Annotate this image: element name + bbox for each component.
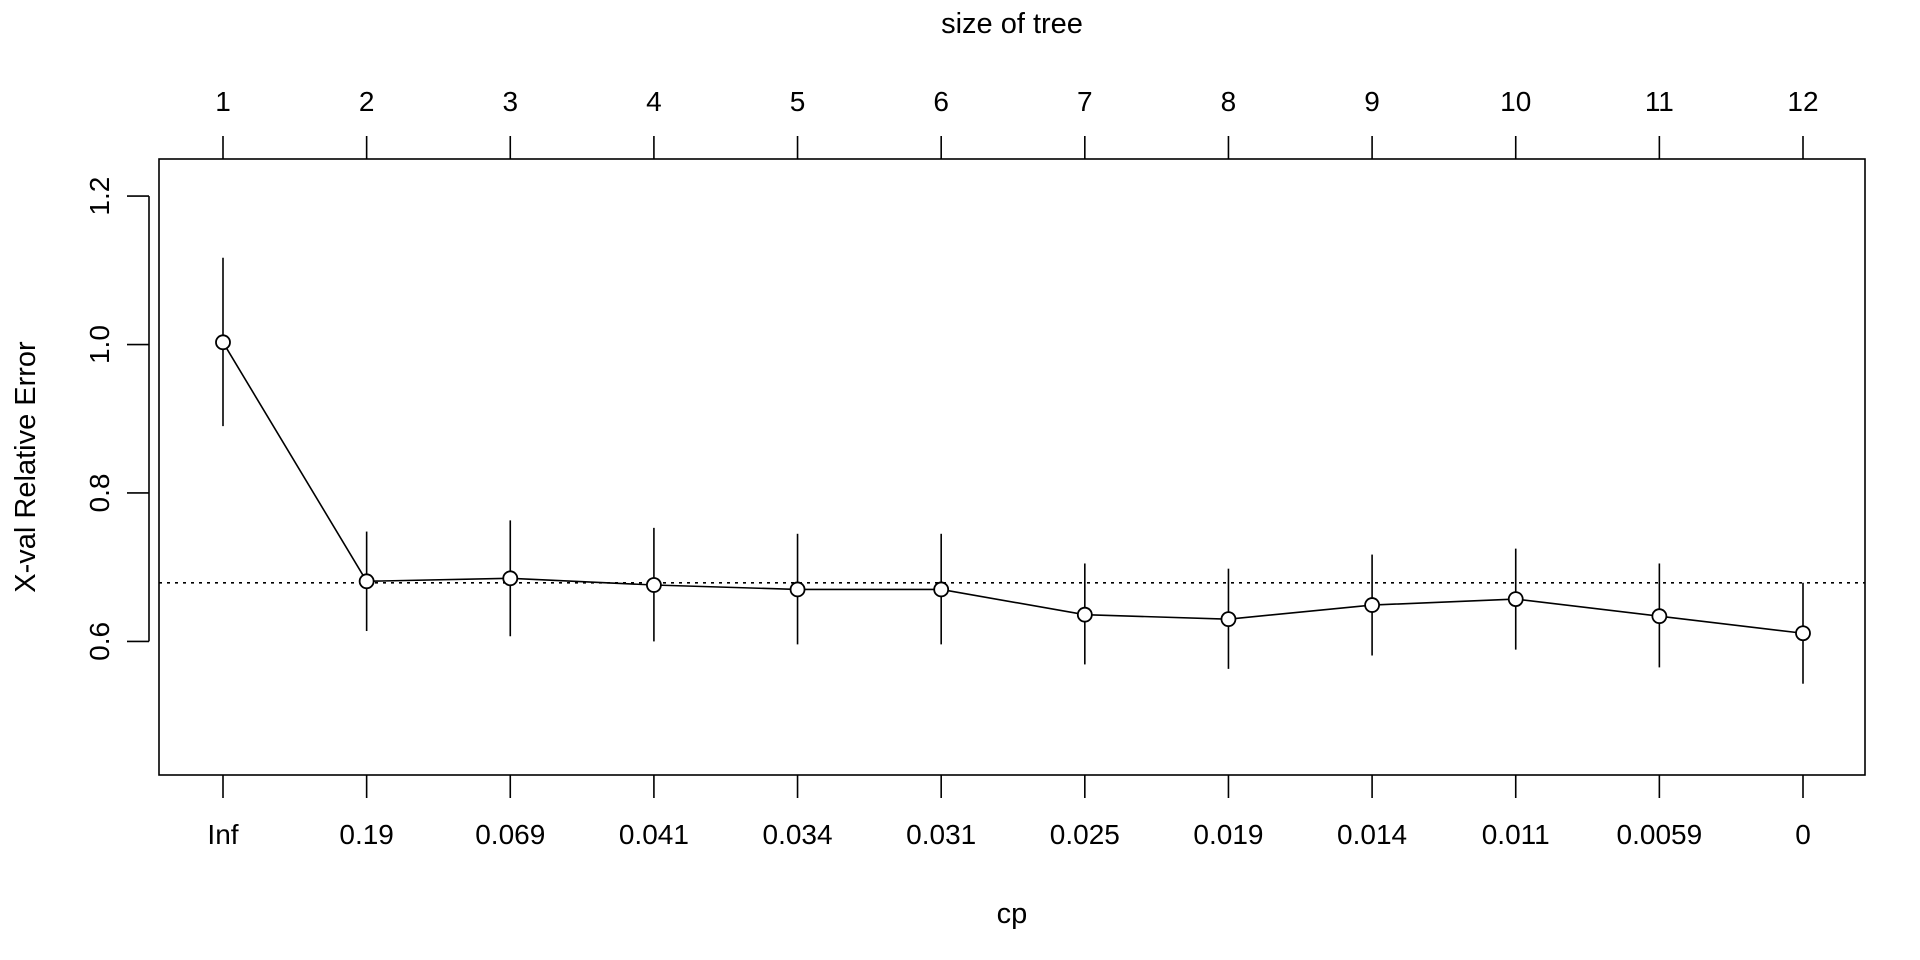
top-tick-label: 4 — [646, 86, 662, 117]
y-tick-label: 0.6 — [84, 622, 115, 661]
top-tick-label: 10 — [1500, 86, 1531, 117]
top-tick-label: 5 — [790, 86, 806, 117]
top-tick-label: 3 — [502, 86, 518, 117]
x-axis-title: cp — [997, 898, 1028, 930]
data-point — [1220, 611, 1237, 628]
x-axes-layer: Inf 1 0.19 2 0.069 3 0.041 4 0.034 5 0.031 6 0.025 7 0… — [207, 86, 1818, 850]
x-tick-label: 0.041 — [619, 819, 689, 850]
top-tick-label: 11 — [1645, 86, 1674, 117]
y-tick-label: 1.2 — [84, 177, 115, 216]
series-line — [222, 341, 1804, 635]
data-point — [1364, 597, 1380, 613]
x-tick-label: 0.011 — [1482, 819, 1550, 850]
points-layer — [215, 334, 1811, 642]
top-tick-label: 9 — [1364, 86, 1380, 117]
x-tick-label: 0.19 — [339, 819, 394, 850]
top-tick-label: 7 — [1077, 86, 1093, 117]
x-tick-label: 0.014 — [1337, 819, 1407, 850]
y-axis-layer: 0.6 0.8 1.0 1.2 — [84, 177, 149, 661]
data-point — [933, 581, 950, 598]
top-tick-label: 1 — [215, 86, 231, 117]
y-tick-label: 0.8 — [84, 474, 115, 513]
data-point — [789, 581, 806, 598]
top-tick-label: 8 — [1221, 86, 1237, 117]
top-tick-label: 2 — [359, 86, 375, 117]
data-point — [1651, 608, 1668, 625]
x-tick-label: 0.025 — [1050, 819, 1120, 850]
data-point — [358, 573, 375, 590]
x-tick-label: 0.034 — [763, 819, 833, 850]
x-tick-label: 0.0059 — [1617, 819, 1703, 850]
x-tick-label: 0.069 — [475, 819, 545, 850]
x-tick-label: 0 — [1795, 819, 1811, 850]
data-point — [215, 334, 231, 351]
series-line-layer — [222, 341, 1804, 635]
data-point — [1507, 591, 1524, 608]
data-point — [646, 577, 662, 593]
y-tick-label: 1.0 — [84, 325, 115, 364]
x-tick-label: 0.019 — [1193, 819, 1263, 850]
data-point — [1076, 606, 1093, 623]
error-bars-layer — [222, 257, 1804, 684]
data-point — [502, 570, 519, 587]
y-axis-title: X-val Relative Error — [10, 341, 42, 593]
top-axis-title: size of tree — [941, 8, 1083, 40]
top-tick-label: 6 — [933, 86, 949, 117]
plot-frame — [158, 158, 1866, 776]
data-point — [1795, 625, 1811, 642]
top-tick-label: 12 — [1787, 86, 1818, 117]
x-tick-label: Inf — [207, 819, 238, 850]
x-tick-label: 0.031 — [906, 819, 976, 850]
